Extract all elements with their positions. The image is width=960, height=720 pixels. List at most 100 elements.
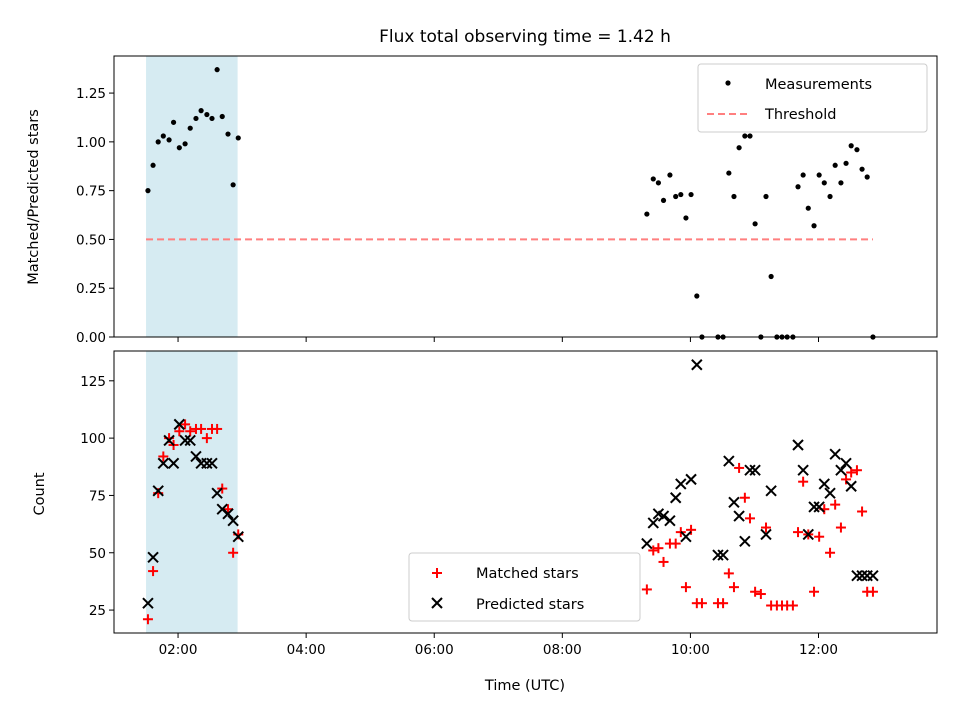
measurement-point xyxy=(673,193,679,200)
bottom-y-tick-label: 50 xyxy=(89,546,106,562)
top-legend: Measurements Threshold xyxy=(697,63,928,133)
measurement-point xyxy=(694,293,700,299)
matched-star-point xyxy=(830,499,841,510)
predicted-star-point xyxy=(813,501,825,513)
matched-star-point xyxy=(787,600,798,611)
predicted-star-point xyxy=(657,510,670,522)
matched-star-point xyxy=(718,598,729,609)
measurement-point xyxy=(225,131,231,137)
matched-star-point xyxy=(641,584,652,595)
top-y-tick-label: 0.00 xyxy=(76,330,106,346)
predicted-star-point xyxy=(691,359,703,371)
predicted-star-point xyxy=(152,485,164,497)
predicted-star-point xyxy=(211,487,223,499)
predicted-star-point xyxy=(680,531,692,543)
measurement-point xyxy=(747,133,753,139)
count-panel: 25 50 75 100 125 02:00 04:00 06:00 08:00 10:00 12:… xyxy=(80,350,938,658)
measurement-point xyxy=(800,172,806,178)
matched-star-point xyxy=(648,545,659,556)
measurement-point xyxy=(219,113,225,120)
predicted-star-point xyxy=(147,551,159,564)
matched-star-point xyxy=(680,582,691,593)
matched-star-point xyxy=(212,423,223,434)
predicted-star-point xyxy=(802,528,814,541)
bottom-y-tick-label: 75 xyxy=(89,488,106,504)
predicted-star-point xyxy=(797,464,809,476)
bottom-x-tick-label: 10:00 xyxy=(671,642,710,658)
matched-star-point xyxy=(760,522,771,533)
predicted-star-point xyxy=(760,528,772,541)
measurement-point xyxy=(155,139,161,145)
predicted-star-point xyxy=(712,549,724,561)
ratio-panel: 0.00 0.25 0.50 0.75 1.00 1.25 xyxy=(76,55,938,346)
legend-threshold-label: Threshold xyxy=(764,107,836,123)
matched-star-point xyxy=(696,598,707,609)
predicted-star-point xyxy=(744,464,756,476)
matched-star-point xyxy=(809,586,820,597)
predicted-star-point xyxy=(222,508,234,520)
measurement-point xyxy=(736,145,742,151)
measurement-point xyxy=(204,111,210,118)
measurement-point xyxy=(870,334,876,340)
predicted-star-point xyxy=(685,473,697,486)
measurement-point xyxy=(230,182,236,188)
measurement-point xyxy=(683,215,689,221)
matched-star-point xyxy=(180,419,191,430)
matched-star-point xyxy=(793,527,804,538)
measurement-point xyxy=(805,205,811,211)
measurement-point xyxy=(182,141,188,147)
bottom-x-tick-label: 08:00 xyxy=(543,642,582,658)
top-y-tick-label: 0.25 xyxy=(76,281,106,297)
predicted-star-point xyxy=(142,597,154,609)
measurement-point xyxy=(790,334,796,340)
predicted-star-point xyxy=(227,514,239,527)
matched-star-point xyxy=(755,589,766,600)
measurement-point xyxy=(832,162,838,168)
matched-star-point xyxy=(846,467,857,478)
predicted-star-point xyxy=(201,457,213,470)
measurement-point xyxy=(235,135,241,141)
predicted-star-point xyxy=(840,457,852,470)
predicted-star-point xyxy=(845,480,857,492)
measurement-point xyxy=(811,223,817,229)
measurement-point xyxy=(854,147,860,153)
chart-title: Flux total observing time = 1.42 h xyxy=(379,27,671,47)
measurement-point xyxy=(667,172,673,178)
predicted-star-point xyxy=(829,448,841,460)
predicted-star-point xyxy=(167,457,180,470)
predicted-star-point xyxy=(723,455,735,467)
predicted-star-point xyxy=(835,464,847,476)
bottom-x-tick-label: 02:00 xyxy=(159,642,198,658)
matched-star-point xyxy=(185,426,196,437)
measurement-point xyxy=(650,176,656,182)
matched-star-point xyxy=(744,513,755,524)
measurement-point xyxy=(742,133,748,139)
bottom-x-tick-label: 06:00 xyxy=(415,642,454,658)
matched-star-point xyxy=(201,433,212,444)
matched-star-point xyxy=(739,492,750,503)
bottom-y-tick-label: 100 xyxy=(80,431,106,447)
measurement-point xyxy=(864,174,870,180)
bottom-x-tick-label: 12:00 xyxy=(799,642,838,658)
matched-star-point xyxy=(653,543,664,554)
matched-star-point xyxy=(825,547,836,558)
matched-star-point xyxy=(728,582,739,593)
predicted-star-point xyxy=(824,487,836,499)
matched-star-point xyxy=(851,465,862,476)
measurement-point xyxy=(170,119,177,125)
measurement-point xyxy=(843,160,849,166)
bottom-y-axis-label: Count xyxy=(32,472,48,515)
bottom-x-tick-label: 04:00 xyxy=(287,642,326,658)
measurement-point xyxy=(752,221,758,227)
measurement-point xyxy=(150,162,156,168)
measurement-point xyxy=(193,115,199,122)
measurement-point xyxy=(678,191,684,198)
top-y-axis-label: Matched/Predicted stars xyxy=(26,109,42,285)
matched-star-point xyxy=(686,524,697,535)
matched-star-point xyxy=(670,538,681,549)
measurement-point xyxy=(660,197,667,204)
matched-star-point xyxy=(228,547,239,558)
top-y-tick-label: 1.00 xyxy=(76,135,106,151)
measurement-point xyxy=(688,191,694,198)
